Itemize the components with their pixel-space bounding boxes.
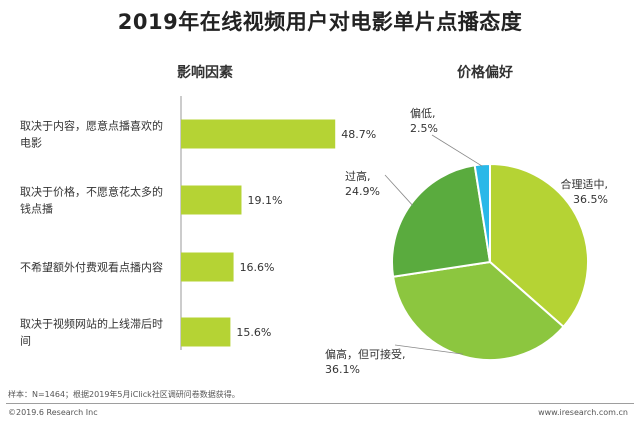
bar [181,119,336,149]
pie-slice [391,260,565,361]
pie-leader-line [394,344,463,355]
source-note: 样本：N=1464；根据2019年5月iClick社区调研问卷数据获得。 [8,390,240,399]
pie-slice-label: 合理适中, 36.5% [561,177,609,206]
bar [181,317,231,347]
bar-chart-title: 影响因素 [177,65,233,81]
bar [181,252,234,282]
pie-slice [391,164,492,278]
bar-value-label: 16.6% [240,261,275,274]
pie-slice-label: 偏低, 2.5% [410,106,438,135]
pie-chart-title: 价格偏好 [457,65,513,81]
bar-category-label: 取决于价格，不愿意花太多的钱点播 [20,185,163,216]
bar [181,185,242,215]
bar-value-label: 48.7% [341,128,376,141]
bar-value-label: 19.1% [247,194,282,207]
pie-slice-label: 过高, 24.9% [345,169,380,198]
website-text: www.iresearch.com.cn [538,408,628,417]
pie-slice [473,162,491,263]
footer-divider [6,403,634,404]
bar-category-label: 取决于内容，愿意点播喜欢的电影 [20,119,163,150]
page-title: 2019年在线视频用户对电影单片点播态度 [117,10,523,34]
pie-slice [489,162,589,329]
bar-category-label: 不希望额外付费观看点播内容 [20,260,163,274]
pie-leader-line [384,174,413,206]
copyright-text: ©2019.6 Research Inc [8,408,98,417]
pie-slice-label: 偏高，但可接受, 36.1% [325,347,406,376]
pie-leader-line [431,134,483,167]
bar-value-label: 15.6% [236,326,271,339]
bar-category-label: 取决于视频网站的上线滞后时间 [20,317,163,348]
